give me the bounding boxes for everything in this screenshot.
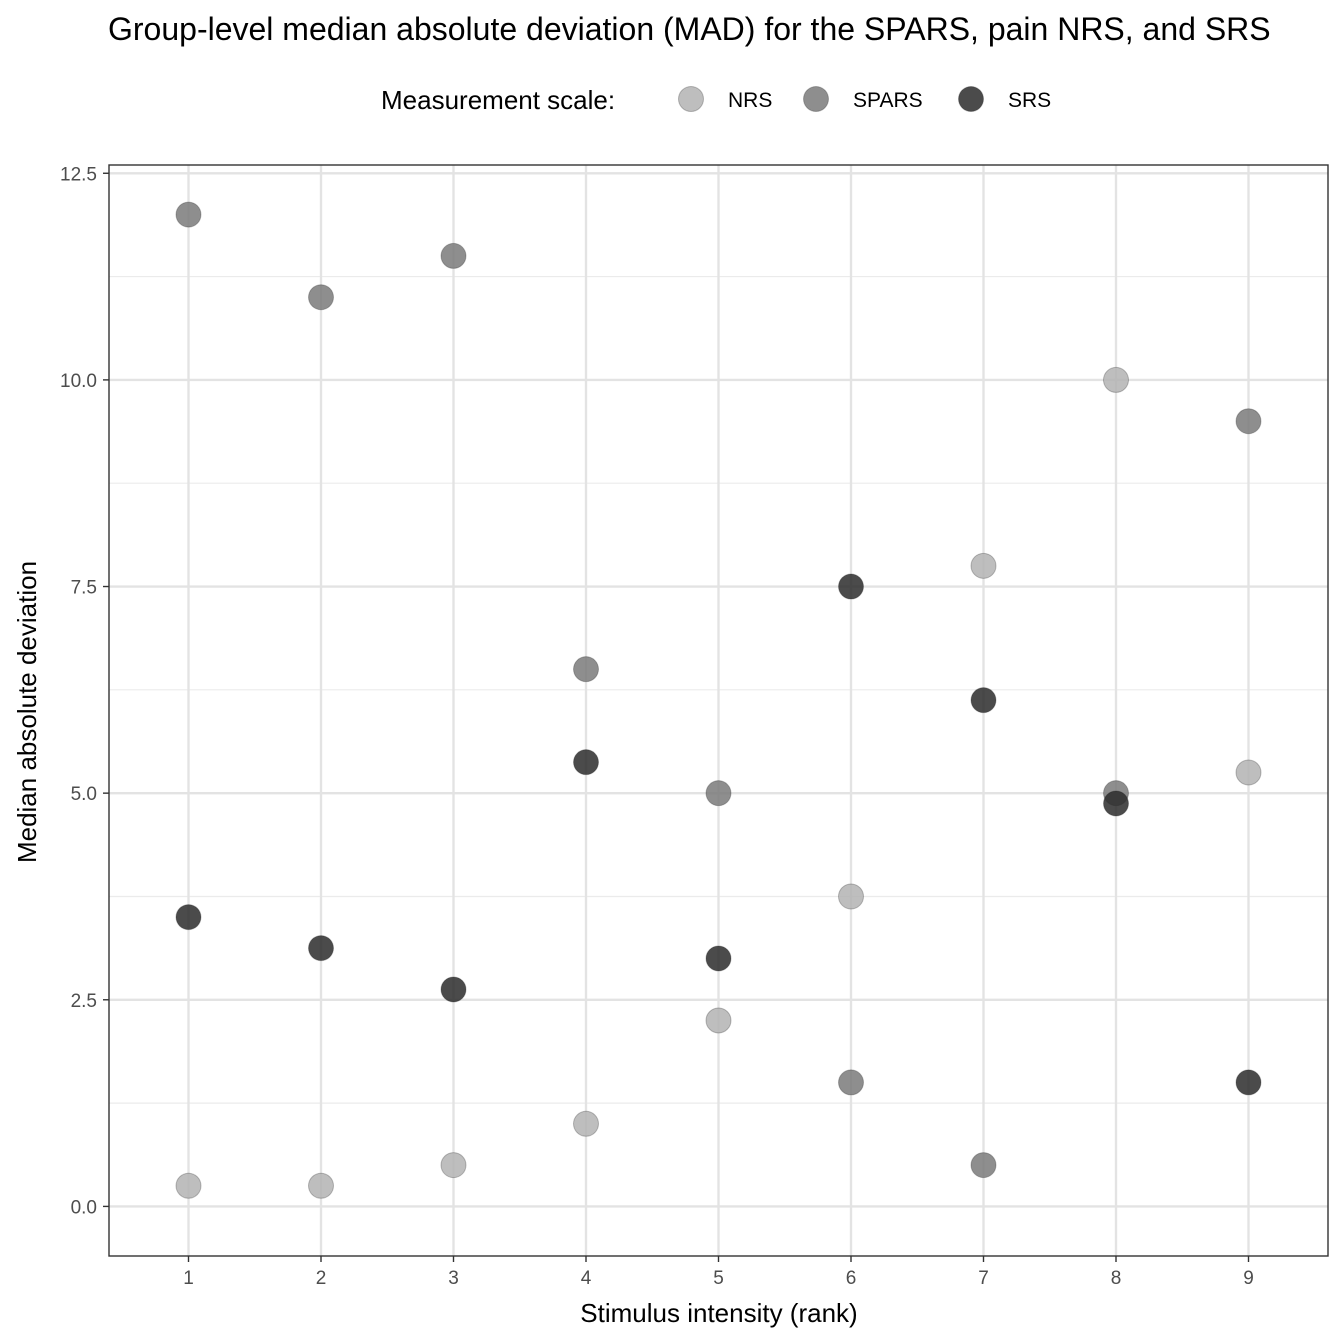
x-axis: 1 2 3 4 5 6 7 8 9 [183, 1256, 1254, 1289]
y-tick-label: 12.5 [60, 164, 97, 185]
data-point-spars [838, 1069, 864, 1096]
data-point-nrs [705, 1007, 732, 1034]
series-nrs [175, 366, 1262, 1199]
data-point-srs [970, 687, 997, 714]
data-point-nrs [175, 1172, 202, 1199]
series-srs [175, 573, 1262, 1096]
data-point-spars [573, 656, 599, 683]
y-axis-title: Median absolute deviation [12, 561, 42, 863]
data-point-spars [440, 242, 467, 269]
x-tick-label: 6 [846, 1268, 857, 1289]
x-tick-label: 8 [1111, 1268, 1122, 1289]
x-tick-label: 7 [978, 1268, 989, 1289]
legend-label-srs: SRS [1008, 89, 1051, 112]
legend-title: Measurement scale: [381, 85, 615, 115]
data-point-srs [308, 935, 334, 962]
chart-title: Group-level median absolute deviation (M… [108, 11, 1271, 47]
y-tick-label: 7.5 [71, 578, 97, 599]
data-point-srs [838, 573, 864, 600]
data-point-nrs [838, 883, 864, 910]
data-point-nrs [1103, 366, 1129, 393]
legend-key-srs [958, 86, 984, 112]
y-axis: 0.0 2.5 5.0 7.5 10.0 12.5 [60, 164, 109, 1218]
data-point-spars [970, 1152, 997, 1179]
x-tick-label: 5 [713, 1268, 724, 1289]
x-tick-label: 4 [581, 1268, 592, 1289]
legend-key-nrs [678, 86, 704, 112]
legend-key-spars [803, 86, 829, 112]
x-tick-label: 1 [183, 1268, 194, 1289]
data-point-nrs [1235, 759, 1262, 786]
x-tick-label: 3 [448, 1268, 459, 1289]
x-tick-label: 2 [316, 1268, 327, 1289]
data-point-nrs [573, 1110, 599, 1137]
data-point-srs [573, 749, 599, 776]
y-tick-label: 10.0 [60, 371, 97, 392]
data-point-srs [705, 945, 732, 972]
x-tick-label: 9 [1243, 1268, 1254, 1289]
data-point-nrs [308, 1172, 334, 1199]
data-point-spars [705, 780, 732, 807]
data-point-spars [175, 201, 202, 228]
data-point-nrs [970, 552, 997, 579]
data-point-srs [1103, 790, 1129, 817]
y-tick-label: 2.5 [71, 991, 97, 1012]
y-tick-label: 0.0 [71, 1197, 97, 1218]
data-point-spars [308, 284, 334, 311]
legend: Measurement scale: NRS SPARS SRS [381, 85, 1051, 115]
data-point-srs [1235, 1069, 1262, 1096]
data-point-spars [1235, 408, 1262, 435]
x-axis-title: Stimulus intensity (rank) [580, 1298, 857, 1328]
data-point-srs [175, 904, 202, 931]
legend-label-spars: SPARS [853, 89, 923, 112]
y-tick-label: 5.0 [71, 784, 97, 805]
data-point-srs [440, 976, 467, 1003]
plot-panel [108, 164, 1329, 1257]
data-point-nrs [440, 1152, 467, 1179]
legend-label-nrs: NRS [728, 89, 772, 112]
